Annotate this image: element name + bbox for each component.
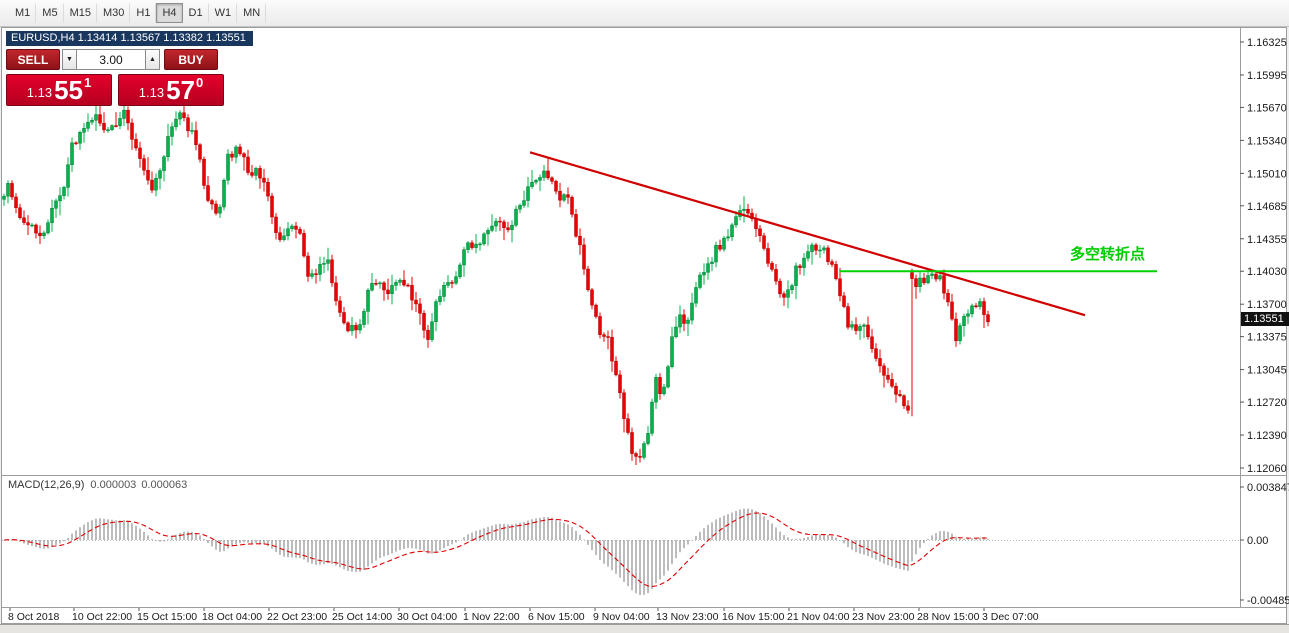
time-axis-label: 3 Dec 07:00 [982, 611, 1039, 623]
time-axis-label: 9 Nov 04:00 [593, 611, 650, 623]
buy-button[interactable]: BUY [164, 49, 218, 70]
timeframe-button-m1[interactable]: M1 [9, 3, 37, 23]
sell-price-sup: 1 [84, 75, 92, 90]
trade-panel-prices: 1.13 55 1 1.13 57 0 [6, 74, 228, 106]
sell-price-button[interactable]: 1.13 55 1 [6, 74, 112, 106]
timeframe-button-m5[interactable]: M5 [36, 3, 64, 23]
time-axis-label: 10 Oct 22:00 [72, 611, 132, 623]
time-axis[interactable]: 8 Oct 2018 10 Oct 22:00 15 Oct 15:00 18 Oct… [8, 608, 1039, 623]
time-axis-label: 21 Nov 04:00 [787, 611, 850, 623]
macd-signal-value: 0.000063 [141, 479, 188, 491]
price-axis[interactable]: 1.16325 1.15995 1.15670 1.15340 1.15010 1.146… [1240, 37, 1287, 475]
bottom-status-strip [0, 624, 1289, 633]
time-axis-label: 23 Nov 23:00 [852, 611, 915, 623]
time-axis-label: 1 Nov 22:00 [463, 611, 520, 623]
buy-price-big: 57 [166, 75, 195, 105]
time-axis-label: 25 Oct 14:00 [332, 611, 392, 623]
candles-layer [2, 100, 990, 466]
time-axis-label: 15 Oct 15:00 [137, 611, 197, 623]
macd-axis-label: -0.004856 [1247, 595, 1289, 607]
timeframe-button-h4[interactable]: H4 [156, 3, 183, 23]
price-axis-label: 1.12720 [1247, 397, 1287, 409]
time-axis-label: 30 Oct 04:00 [397, 611, 457, 623]
trade-panel-controls: SELL ▼ ▲ BUY [6, 49, 228, 70]
chart-ohlc-title: EURUSD,H4 1.13414 1.13567 1.13382 1.1355… [6, 31, 253, 46]
price-axis-label: 1.14355 [1247, 234, 1287, 246]
lot-size-input[interactable] [77, 49, 145, 70]
time-axis-label: 22 Oct 23:00 [267, 611, 327, 623]
macd-axis-label: 0.00 [1247, 535, 1268, 547]
timeframe-button-mn[interactable]: MN [237, 3, 267, 23]
sell-price-prefix: 1.13 [26, 85, 53, 100]
price-axis-label: 1.16325 [1247, 37, 1287, 49]
turning-point-annotation: 多空转折点 [1070, 246, 1146, 263]
macd-axis[interactable]: 0.003847 0.00 -0.004856 [1240, 482, 1289, 607]
current-price-badge: 1.13551 [1241, 312, 1289, 326]
timeframe-button-d1[interactable]: D1 [183, 3, 209, 23]
lot-decrease-button[interactable]: ▼ [62, 49, 77, 70]
price-axis-label: 1.15995 [1247, 70, 1287, 82]
price-axis-label: 1.15670 [1247, 102, 1287, 114]
macd-indicator-label: MACD(12,26,9) 0.000003 0.000063 [8, 479, 187, 491]
chart-window[interactable] [1, 27, 1287, 624]
price-axis-label: 1.15340 [1247, 135, 1287, 147]
lot-increase-button[interactable]: ▲ [145, 49, 160, 70]
price-axis-label: 1.14030 [1247, 266, 1287, 278]
macd-histogram-layer [7, 508, 989, 595]
timeframe-button-w1[interactable]: W1 [209, 3, 238, 23]
time-axis-label: 8 Oct 2018 [8, 611, 60, 623]
time-axis-label: 6 Nov 15:00 [528, 611, 585, 623]
sell-button[interactable]: SELL [6, 49, 60, 70]
caret-up-icon: ▲ [149, 56, 156, 63]
time-axis-label: 13 Nov 23:00 [656, 611, 719, 623]
price-axis-label: 1.14685 [1247, 201, 1287, 213]
caret-down-icon: ▼ [66, 56, 73, 63]
timeframe-toolbar: M1 M5 M15 M30 H1 H4 D1 W1 MN [0, 0, 1289, 27]
price-axis-label: 1.13375 [1247, 332, 1287, 344]
sell-price-big: 55 [54, 75, 83, 105]
macd-name: MACD(12,26,9) [8, 479, 85, 491]
price-axis-label: 1.15010 [1247, 168, 1287, 180]
price-axis-label: 1.12390 [1247, 430, 1287, 442]
macd-axis-label: 0.003847 [1247, 482, 1289, 494]
price-axis-label: 1.13700 [1247, 299, 1287, 311]
timeframe-button-h1[interactable]: H1 [130, 3, 157, 23]
macd-value: 0.000003 [90, 479, 137, 491]
one-click-trading-panel: SELL ▼ ▲ BUY 1.13 55 1 1.13 57 0 [6, 49, 228, 106]
time-axis-label: 18 Oct 04:00 [202, 611, 262, 623]
time-axis-label: 16 Nov 15:00 [722, 611, 785, 623]
timeframe-button-m30[interactable]: M30 [97, 3, 131, 23]
macd-signal-line [3, 512, 989, 588]
buy-price-prefix: 1.13 [138, 85, 165, 100]
descending-trendline[interactable] [529, 151, 1086, 317]
buy-price-sup: 0 [196, 75, 204, 90]
time-axis-label: 28 Nov 15:00 [917, 611, 980, 623]
price-axis-label: 1.12060 [1247, 463, 1287, 475]
buy-price-button[interactable]: 1.13 57 0 [118, 74, 224, 106]
timeframe-button-m15[interactable]: M15 [64, 3, 97, 23]
price-axis-label: 1.13045 [1247, 365, 1287, 377]
